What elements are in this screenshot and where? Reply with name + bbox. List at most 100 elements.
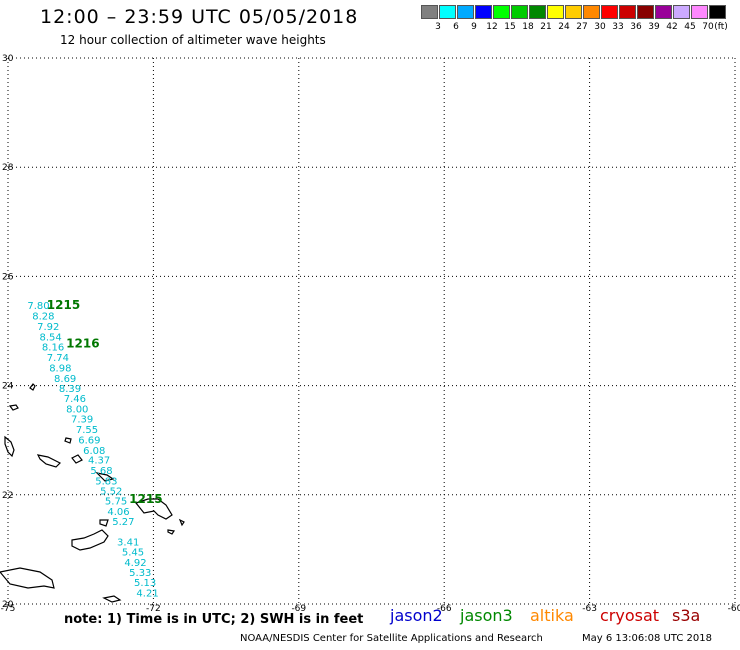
legend-label: 30: [594, 22, 606, 32]
lon-tick-label: -63: [582, 604, 597, 614]
lat-tick-label: 30: [2, 54, 14, 64]
island-mayaguana: [95, 472, 115, 482]
legend-label: 15: [504, 22, 516, 32]
swh-value: 5.83: [95, 476, 117, 487]
swh-value: 4.92: [124, 558, 146, 569]
legend-swatch: [583, 5, 600, 19]
swh-value: 5.52: [100, 486, 122, 497]
lat-lon-grid: [7, 57, 736, 605]
swh-value: 7.92: [37, 322, 59, 333]
island-exuma: [29, 383, 36, 391]
swh-value: 8.00: [66, 404, 88, 415]
legend-label: 42: [666, 22, 678, 32]
swh-value: 7.46: [64, 394, 86, 405]
generated-timestamp: May 6 13:06:08 UTC 2018: [582, 633, 712, 644]
swh-value: 7.80: [27, 301, 49, 312]
swh-value: 5.13: [134, 578, 156, 589]
island-acklins: [71, 454, 83, 464]
pass-number-label: 1216: [66, 336, 99, 350]
swh-value: 8.39: [59, 384, 81, 395]
lon-tick-label: -60: [728, 604, 740, 614]
swh-value: 8.54: [40, 332, 62, 343]
legend-label: 39: [648, 22, 660, 32]
swh-value: 8.16: [42, 343, 64, 354]
island-cay: [64, 437, 72, 444]
swh-value: 6.08: [83, 446, 105, 457]
island-andros: [4, 435, 15, 458]
legend-swatch: [565, 5, 582, 19]
hispaniola: [0, 567, 55, 589]
legend-swatch: [457, 5, 474, 19]
legend-label: 3: [435, 22, 441, 32]
swh-value: 5.68: [90, 466, 112, 477]
legend-label: 45: [684, 22, 696, 32]
legend-swatch: [547, 5, 564, 19]
lon-tick-label: -69: [291, 604, 306, 614]
lat-tick-label: 24: [2, 382, 14, 392]
island-ragged: [178, 518, 185, 527]
credit-text: NOAA/NESDIS Center for Satellite Applica…: [240, 633, 543, 644]
swh-value: 8.69: [54, 374, 76, 385]
legend-swatch: [529, 5, 546, 19]
map-title: 12:00 – 23:59 UTC 05/05/2018: [40, 6, 359, 28]
legend-label: 12: [486, 22, 498, 32]
legend-swatches: [421, 5, 727, 19]
satellite-s3a: s3a: [672, 606, 701, 625]
pass-number-label: 1215: [129, 492, 162, 506]
swh-value: 5.27: [112, 517, 134, 528]
swh-value: 6.69: [78, 435, 100, 446]
legend-swatch: [475, 5, 492, 19]
swh-value: 4.21: [136, 588, 158, 599]
swh-value: 5.33: [129, 568, 151, 579]
legend-label: 27: [576, 22, 588, 32]
satellite-cryosat: cryosat: [600, 606, 660, 625]
island-long: [36, 454, 62, 468]
swh-value: 8.28: [32, 312, 54, 323]
swh-value: 3.41: [117, 538, 139, 549]
legend-label: 9: [471, 22, 477, 32]
island-turks: [167, 529, 176, 535]
swh-value-labels: 7.808.287.928.548.167.748.988.698.397.46…: [27, 301, 158, 599]
legend-swatch: [601, 5, 618, 19]
swh-value: 5.75: [105, 497, 127, 508]
swh-value: 4.37: [88, 456, 110, 467]
legend-swatch: [637, 5, 654, 19]
island-bottom: [102, 595, 122, 603]
legend-swatch: [511, 5, 528, 19]
legend-label: 36: [630, 22, 642, 32]
lon-tick-label: -75: [1, 604, 16, 614]
legend-label: 24: [558, 22, 570, 32]
legend-label: 70: [702, 22, 714, 32]
legend-swatch: [691, 5, 708, 19]
legend-label: 18: [522, 22, 534, 32]
lon-tick-label: -66: [437, 604, 452, 614]
legend-swatch: [421, 5, 438, 19]
legend-swatch: [619, 5, 636, 19]
swh-value: 8.98: [49, 363, 71, 374]
lat-tick-label: 22: [2, 491, 13, 501]
lat-tick-label: 28: [2, 163, 14, 173]
swh-value: 5.45: [122, 547, 144, 558]
lat-tick-label: 26: [2, 272, 14, 282]
legend-label: 6: [453, 22, 459, 32]
map-subtitle: 12 hour collection of altimeter wave hei…: [60, 33, 326, 47]
cuba-east: [71, 529, 109, 551]
legend-label: 21: [540, 22, 552, 32]
legend-unit: (ft): [714, 22, 728, 32]
island-inagua: [99, 519, 109, 527]
swh-value: 7.39: [71, 415, 93, 426]
wave-height-legend: 3 6 9 12 15 18 21 24 27 30 33 36 39 42 45 70 (ft): [421, 5, 728, 32]
units-note: note: 1) Time is in UTC; 2) SWH is in fe…: [64, 612, 364, 627]
satellite-jason3: jason3: [460, 606, 513, 625]
swh-value: 7.55: [76, 425, 98, 436]
lat-tick-label: 20: [2, 600, 14, 610]
pass-labels: 1215 1216 1215: [47, 298, 163, 506]
legend-labels: 3 6 9 12 15 18 21 24 27 30 33 36 39 42 45 70 (ft): [421, 22, 740, 34]
swh-value: 7.74: [47, 353, 69, 364]
legend-swatch: [439, 5, 456, 19]
pass-number-label: 1215: [47, 298, 80, 312]
coastlines: [0, 383, 185, 603]
legend-swatch: [655, 5, 672, 19]
island-small-1: [8, 404, 19, 411]
